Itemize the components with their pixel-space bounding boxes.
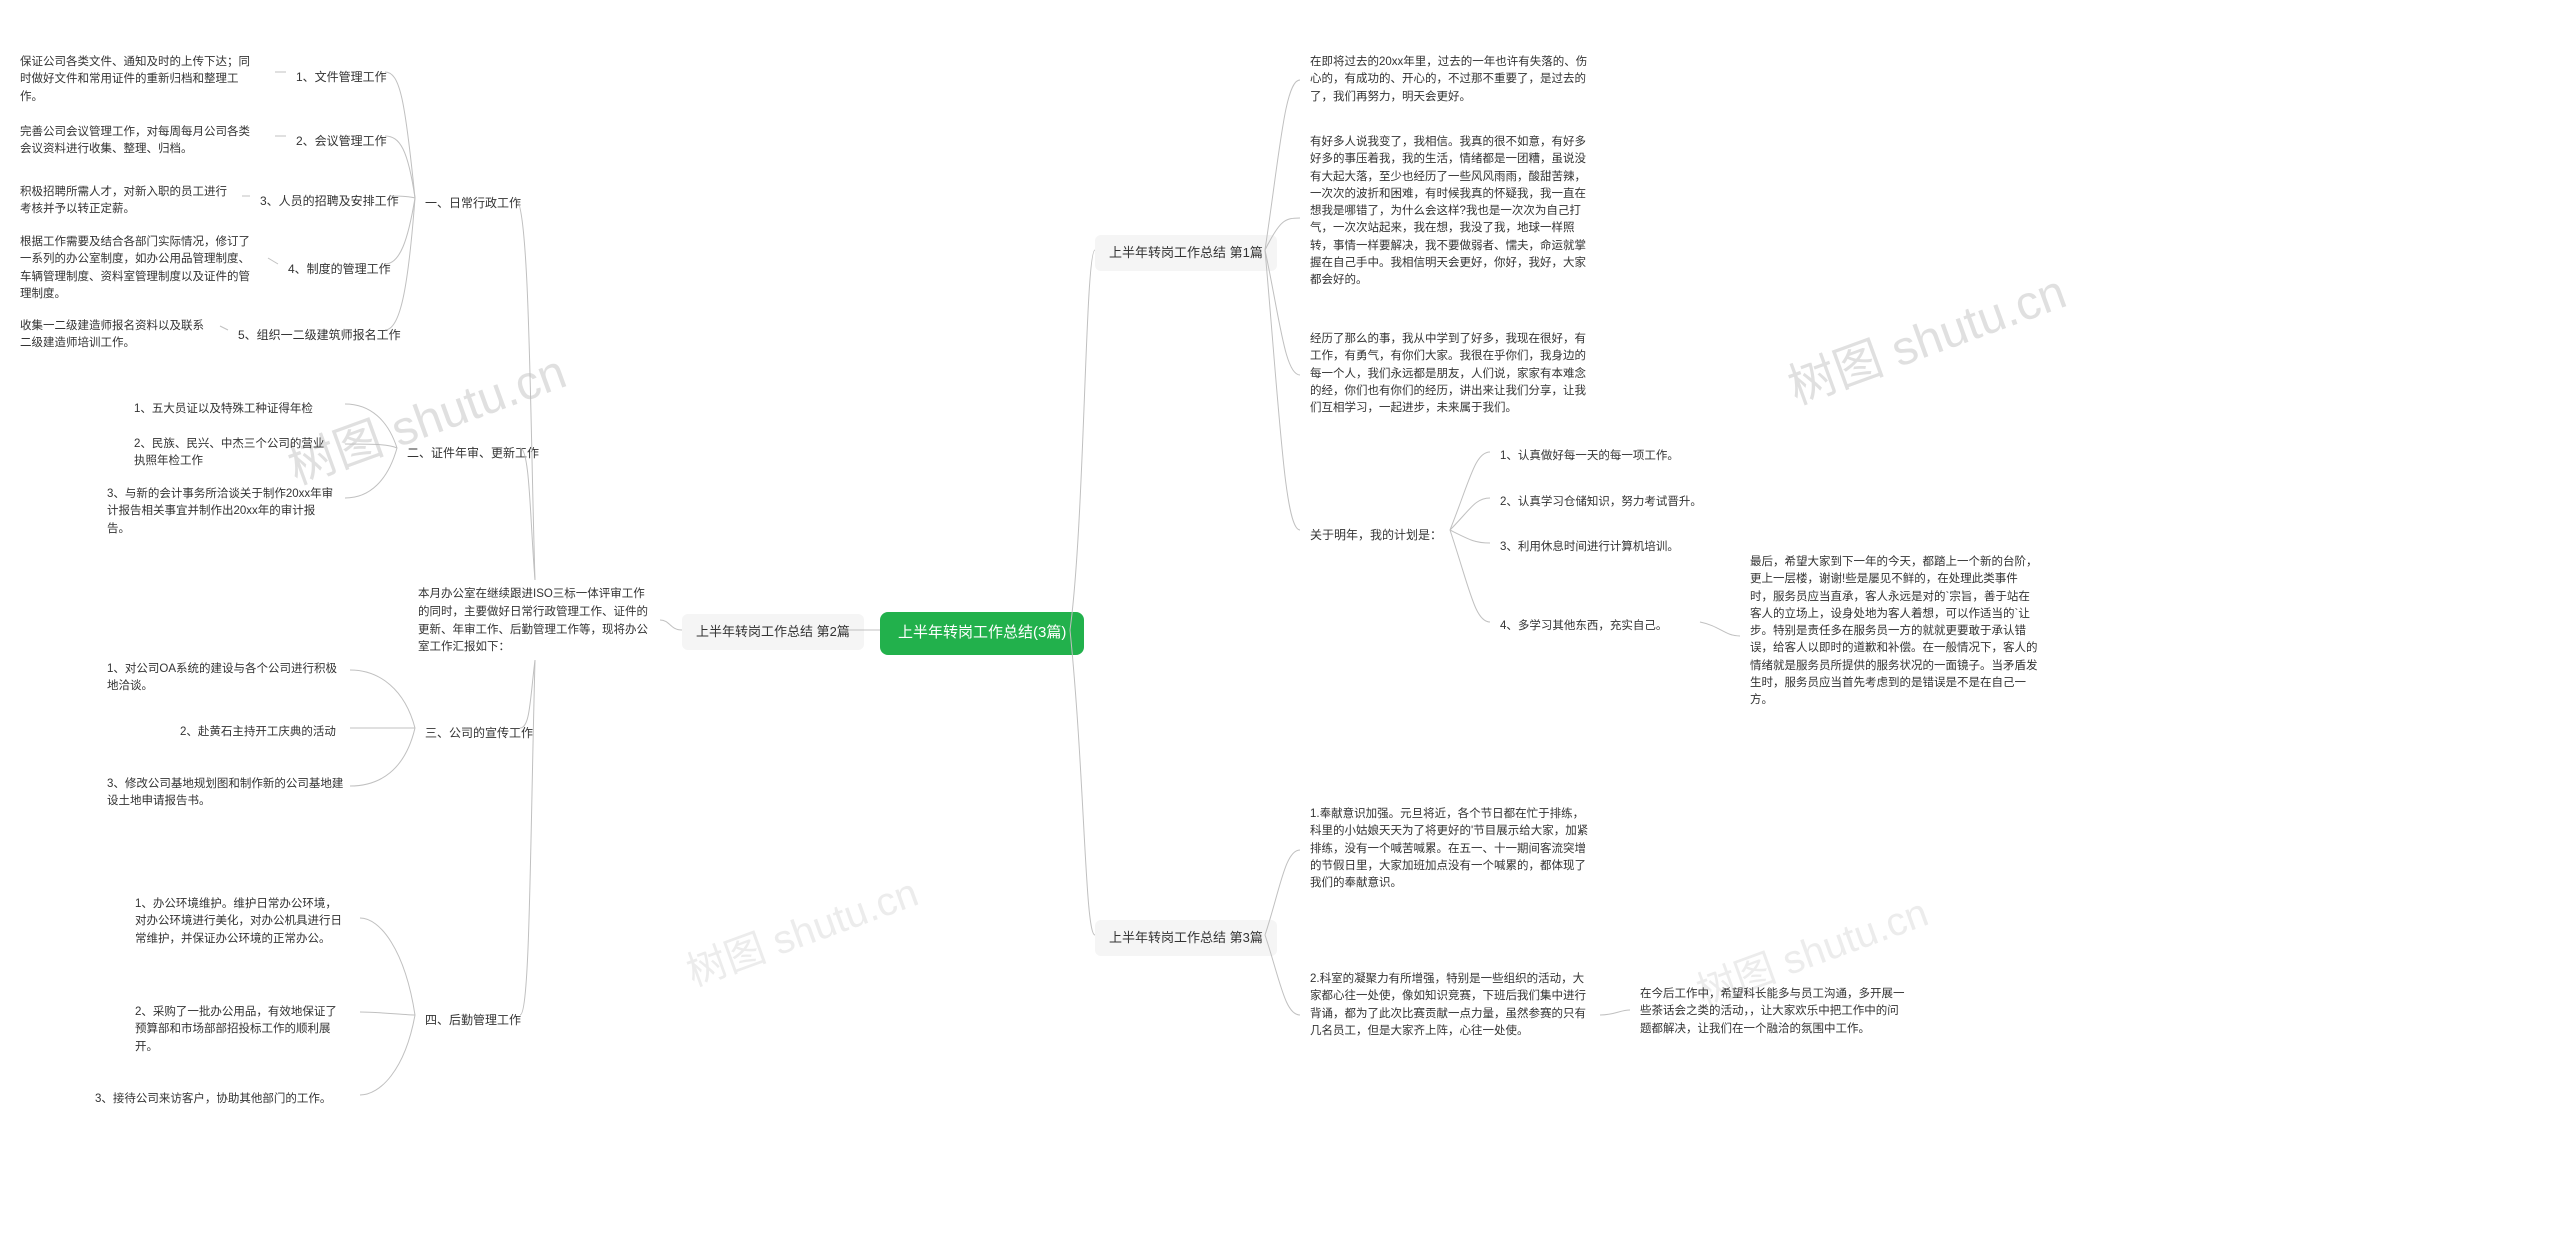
l1-3-text: 积极招聘所需人才，对新入职的员工进行考核并予以转正定薪。 [10, 178, 240, 225]
r1-plan-3: 3、利用休息时间进行计算机培训。 [1490, 533, 1689, 562]
l1-1-text: 保证公司各类文件、通知及时的上传下达；同时做好文件和常用证件的重新归档和整理工作… [10, 48, 270, 112]
watermark: 树图 shutu.cn [677, 860, 925, 997]
l-sub-4[interactable]: 四、后勤管理工作 [415, 1005, 531, 1035]
l1-5-label[interactable]: 5、组织一二级建筑师报名工作 [228, 320, 411, 350]
r1-1: 在即将过去的20xx年里，过去的一年也许有失落的、伤心的，有成功的、开心的，不过… [1300, 48, 1600, 112]
section-article-1[interactable]: 上半年转岗工作总结 第1篇 [1095, 235, 1277, 271]
r1-3: 经历了那么的事，我从中学到了好多，我现在很好，有工作，有勇气，有你们大家。我很在… [1300, 325, 1600, 423]
l2-1: 1、五大员证以及特殊工种证得年检 [124, 395, 323, 424]
l1-1-label[interactable]: 1、文件管理工作 [286, 62, 397, 92]
l3-2: 2、赴黄石主持开工庆典的活动 [170, 718, 346, 747]
root-node[interactable]: 上半年转岗工作总结(3篇) [880, 612, 1084, 655]
l2-2: 2、民族、民兴、中杰三个公司的营业执照年检工作 [124, 430, 344, 477]
l3-1: 1、对公司OA系统的建设与各个公司进行积极地洽谈。 [97, 655, 347, 702]
l1-2-text: 完善公司会议管理工作，对每周每月公司各类会议资料进行收集、整理、归档。 [10, 118, 270, 165]
watermark: 树图 shutu.cn [1777, 252, 2074, 417]
r1-plan-label[interactable]: 关于明年，我的计划是： [1300, 520, 1452, 550]
r3-2: 2.科室的凝聚力有所增强，特别是一些组织的活动，大家都心往一处使，像如知识竞赛，… [1300, 965, 1600, 1046]
l1-2-label[interactable]: 2、会议管理工作 [286, 126, 397, 156]
l4-3: 3、接待公司来访客户，协助其他部门的工作。 [85, 1085, 341, 1114]
l1-5-text: 收集一二级建造师报名资料以及联系二级建造师培训工作。 [10, 312, 222, 359]
l2-3: 3、与新的会计事务所洽谈关于制作20xx年审计报告相关事宜并制作出20xx年的审… [97, 480, 345, 544]
l1-4-text: 根据工作需要及结合各部门实际情况，修订了一系列的办公室制度，如办公用品管理制度、… [10, 228, 270, 309]
r1-plan-4-extra: 最后，希望大家到下一年的今天，都踏上一个新的台阶，更上一层楼，谢谢!些是屡见不鲜… [1740, 548, 2050, 715]
l4-2: 2、采购了一批办公用品，有效地保证了预算部和市场部部招投标工作的顺利展开。 [125, 998, 355, 1062]
r3-1: 1.奉献意识加强。元旦将近，各个节日都在忙于排练，科里的小姑娘天天为了将更好的'… [1300, 800, 1600, 898]
r1-plan-2: 2、认真学习仓储知识，努力考试晋升。 [1490, 488, 1712, 517]
section-article-2[interactable]: 上半年转岗工作总结 第2篇 [682, 614, 864, 650]
l-sub-1[interactable]: 一、日常行政工作 [415, 188, 531, 218]
l-sub-3[interactable]: 三、公司的宣传工作 [415, 718, 543, 748]
l1-4-label[interactable]: 4、制度的管理工作 [278, 254, 401, 284]
r1-plan-1: 1、认真做好每一天的每一项工作。 [1490, 442, 1689, 471]
r1-plan-4: 4、多学习其他东西，充实自己。 [1490, 612, 1677, 641]
section-article-2-desc: 本月办公室在继续跟进ISO三标一体评审工作的同时，主要做好日常行政管理工作、证件… [408, 580, 663, 663]
r1-2: 有好多人说我变了，我相信。我真的很不如意，有好多好多的事压着我，我的生活，情绪都… [1300, 128, 1600, 295]
section-article-3[interactable]: 上半年转岗工作总结 第3篇 [1095, 920, 1277, 956]
r3-2-extra: 在今后工作中，希望科长能多与员工沟通，多开展一些茶话会之类的活动，，让大家欢乐中… [1630, 980, 1920, 1044]
l1-3-label[interactable]: 3、人员的招聘及安排工作 [250, 186, 409, 216]
l-sub-2[interactable]: 二、证件年审、更新工作 [397, 438, 549, 468]
l3-3: 3、修改公司基地规划图和制作新的公司基地建设土地申请报告书。 [97, 770, 357, 817]
l4-1: 1、办公环境维护。维护日常办公环境，对办公环境进行美化，对办公机具进行日常维护，… [125, 890, 355, 954]
